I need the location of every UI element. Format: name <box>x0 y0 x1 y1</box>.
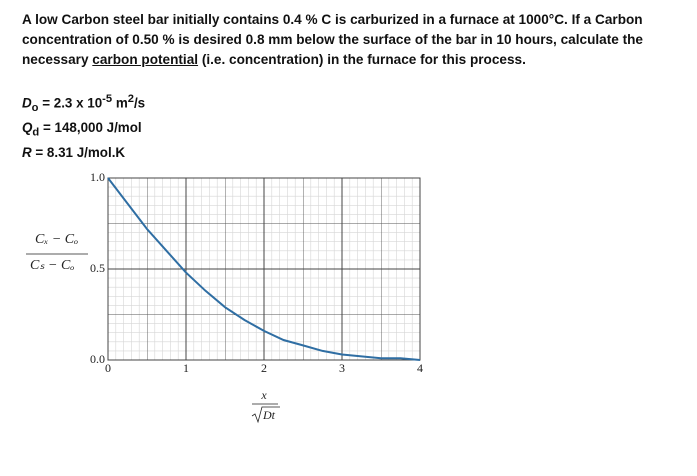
given: Do = 2.3 x 10-5 m2/s <box>22 90 145 118</box>
x-tick-label: 1 <box>183 361 189 375</box>
problem-text: A low Carbon steel bar initially contain… <box>22 10 672 70</box>
x-tick-label: 2 <box>261 361 267 375</box>
y-label-numerator: Cₓ − Cₒ <box>35 232 78 247</box>
given: R = 8.31 J/mol.K <box>22 143 145 162</box>
symbol: D <box>22 95 32 111</box>
y-tick-label: 0.0 <box>90 352 105 366</box>
subscript: d <box>32 126 40 139</box>
text: = 8.31 J/mol.K <box>31 144 126 160</box>
symbol: Q <box>22 120 33 136</box>
y-tick-label: 1.0 <box>90 170 105 184</box>
x-tick-label: 4 <box>417 361 423 375</box>
givens: Do = 2.3 x 10-5 m2/s Qd = 148,000 J/mol … <box>22 90 145 162</box>
superscript: 2 <box>127 93 134 105</box>
text: m <box>112 95 128 111</box>
subscript: o <box>31 102 39 115</box>
problem: A low Carbon steel bar initially contain… <box>22 10 672 70</box>
text: = 148,000 J/mol <box>39 120 142 136</box>
text: (i.e. concentration) in the furnace for … <box>198 52 526 67</box>
line <box>107 177 421 361</box>
text: = 2.3 x 10 <box>38 95 103 111</box>
superscript: -5 <box>102 93 113 105</box>
given: Qd = 148,000 J/mol <box>22 118 145 143</box>
x-tick-label: 3 <box>339 361 345 375</box>
x-label-numerator: x <box>260 388 267 402</box>
y-tick-label: 0.5 <box>90 261 105 275</box>
text: A low Carbon steel bar initially contain… <box>22 12 643 67</box>
y-label-denominator: Cₛ − Cₒ <box>30 258 74 273</box>
x-tick-label: 0 <box>105 361 111 375</box>
chart: Cₓ − Cₒ Cₛ − Cₒ x Dt 0.0 0.5 1.0 0 1 2 3 4 <box>26 170 423 424</box>
text: /s <box>133 95 146 111</box>
underlined-text: carbon potential <box>92 52 199 67</box>
x-label-denominator: Dt <box>262 408 276 422</box>
sqrt-sign <box>251 406 280 424</box>
symbol: R <box>22 144 32 160</box>
